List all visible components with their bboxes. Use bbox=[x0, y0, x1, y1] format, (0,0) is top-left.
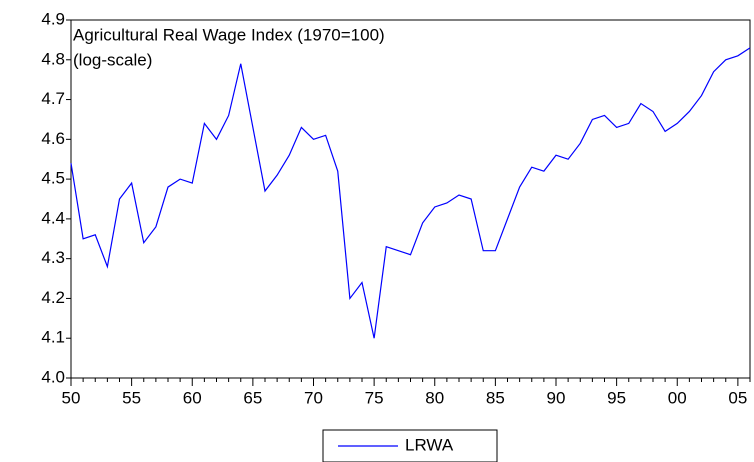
y-tick-label: 4.4 bbox=[41, 208, 65, 227]
legend-label: LRWA bbox=[405, 435, 454, 454]
x-tick-label: 50 bbox=[62, 388, 81, 407]
x-tick-label: 80 bbox=[425, 388, 444, 407]
y-tick-label: 4.1 bbox=[41, 328, 65, 347]
y-tick-label: 4.7 bbox=[41, 89, 65, 108]
x-tick-label: 65 bbox=[243, 388, 262, 407]
y-tick-label: 4.0 bbox=[41, 367, 65, 386]
x-tick-label: 00 bbox=[668, 388, 687, 407]
x-tick-label: 90 bbox=[547, 388, 566, 407]
annotation: (log-scale) bbox=[73, 50, 152, 69]
x-tick-label: 55 bbox=[122, 388, 141, 407]
x-tick-label: 70 bbox=[304, 388, 323, 407]
x-tick-label: 05 bbox=[728, 388, 747, 407]
plot-frame bbox=[70, 19, 751, 379]
y-tick-label: 4.5 bbox=[41, 169, 65, 188]
y-tick-label: 4.8 bbox=[41, 49, 65, 68]
annotation: Agricultural Real Wage Index (1970=100) bbox=[73, 25, 385, 44]
x-tick-label: 85 bbox=[486, 388, 505, 407]
x-tick-label: 60 bbox=[183, 388, 202, 407]
x-tick-label: 75 bbox=[365, 388, 384, 407]
x-tick-label: 95 bbox=[607, 388, 626, 407]
y-tick-label: 4.9 bbox=[41, 9, 65, 28]
y-tick-label: 4.6 bbox=[41, 129, 65, 148]
y-tick-label: 4.3 bbox=[41, 248, 65, 267]
series-line bbox=[70, 47, 751, 339]
y-tick-label: 4.2 bbox=[41, 288, 65, 307]
